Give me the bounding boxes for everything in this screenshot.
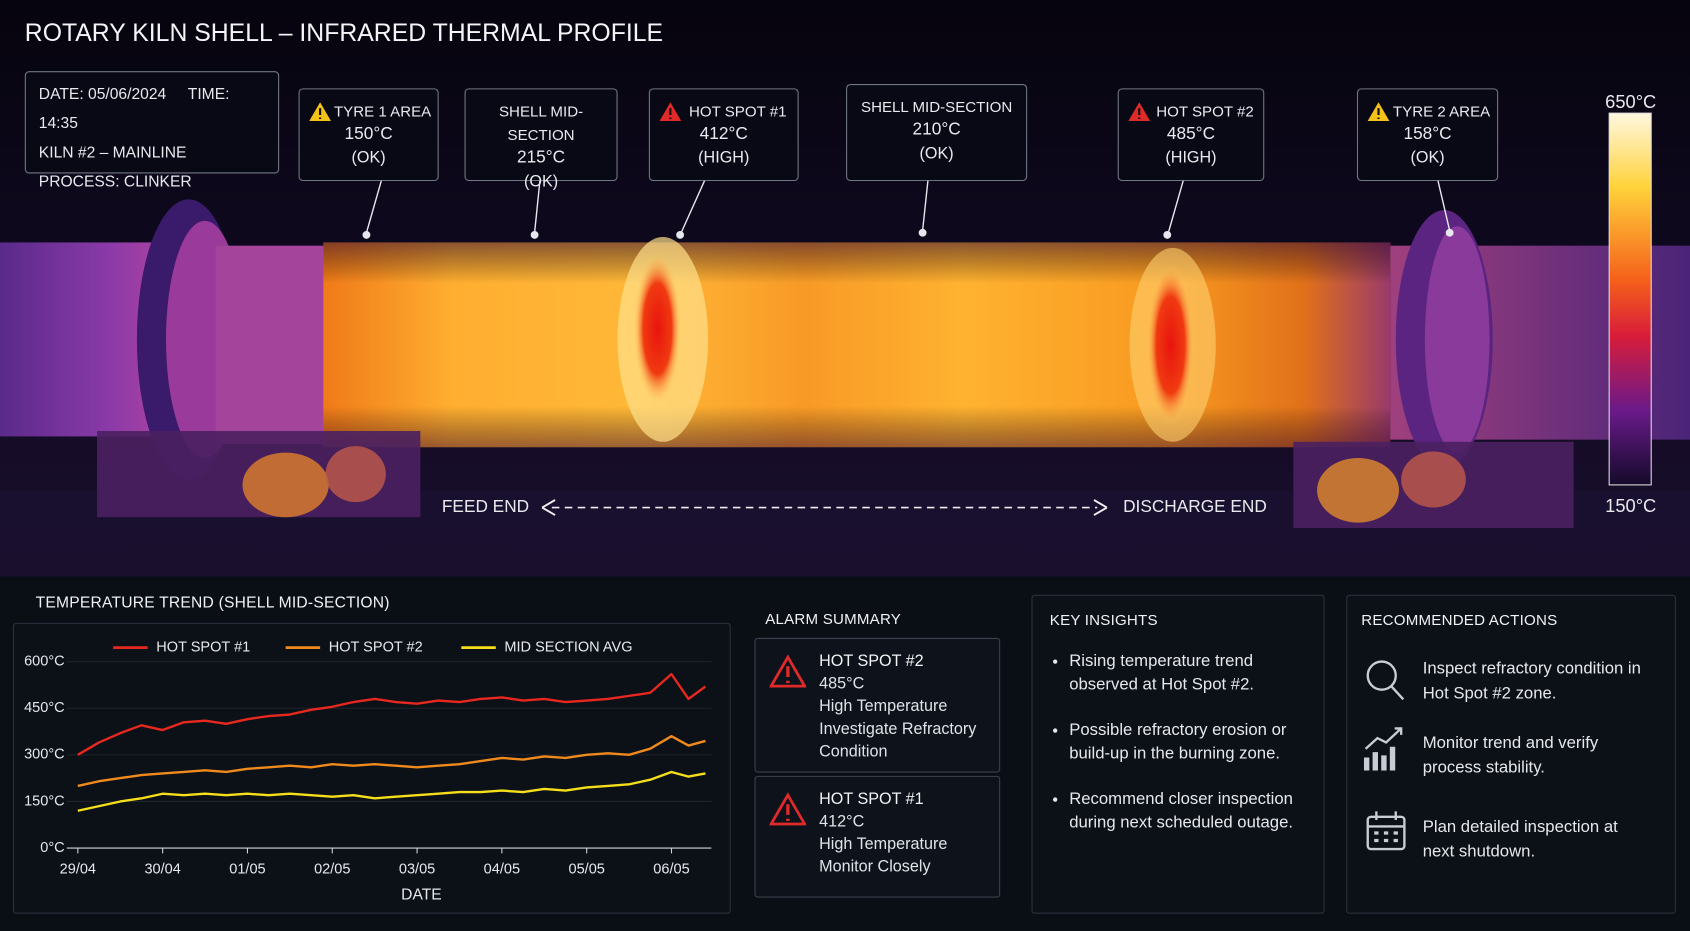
actions-panel: RECOMMENDED ACTIONS Inspect refractory c… (1346, 594, 1676, 914)
alarm-card: HOT SPOT #2 485°C High Temperature Investig… (754, 637, 1001, 773)
callout-status: (OK) (919, 144, 954, 163)
discharge-end-label: DISCHARGE END (1123, 497, 1267, 517)
x-tick-label: 02/05 (314, 861, 350, 877)
callout-head: HOT SPOT #2 (1119, 99, 1263, 123)
y-tick-label: 300°C (24, 747, 65, 763)
callout-label: HOT SPOT #1 (688, 102, 787, 120)
callout: HOT SPOT #1 412°C (HIGH) (648, 88, 799, 182)
callout-head: SHELL MID-SECTION (466, 99, 617, 146)
callout-temp: 150°C (344, 124, 393, 144)
callout-temp: 412°C (699, 124, 748, 144)
alarm-action: Investigate Refractory Condition (819, 719, 977, 761)
x-tick-label: 06/05 (653, 861, 689, 877)
callout-label: SHELL MID-SECTION (498, 102, 584, 144)
callout-label: SHELL MID-SECTION (861, 98, 1013, 116)
action-icons (1363, 660, 1406, 851)
callout-temp: 215°C (516, 148, 566, 168)
insights-panel: KEY INSIGHTS Rising temperature trend ob… (1031, 594, 1325, 914)
info-date: DATE: 05/06/2024 (38, 86, 167, 104)
y-tick-label: 450°C (24, 700, 65, 716)
insights-list: Rising temperature trend observed at Hot… (1050, 650, 1312, 857)
warning-icon (769, 654, 807, 688)
x-tick-label: 04/05 (484, 861, 520, 877)
action-item: Inspect refractory condition in Hot Spot… (1422, 659, 1641, 703)
series-line (77, 734, 706, 788)
alarm-card: HOT SPOT #1 412°C High Temperature Monitor … (754, 775, 1001, 898)
alarm-temp: 412°C (819, 812, 865, 831)
alarm-condition: High Temperature (819, 697, 948, 716)
callout: TYRE 1 AREA 150°C (OK) (298, 88, 439, 182)
callout-temp: 158°C (1403, 124, 1452, 144)
info-time: TIME: 14:35 (38, 86, 230, 133)
page-title: ROTARY KILN SHELL – INFRARED THERMAL PRO… (24, 18, 664, 47)
callout-label: TYRE 2 AREA (1392, 102, 1491, 120)
alarm-action: Monitor Closely (819, 857, 931, 877)
y-tick-label: 600°C (24, 654, 65, 670)
info-kiln: KILN #2 – MAINLINE (38, 144, 187, 162)
callout-temp: 485°C (1166, 124, 1216, 144)
alarm-name: HOT SPOT #1 (819, 789, 924, 809)
callout-label: TYRE 1 AREA (333, 102, 432, 120)
series-line (77, 770, 706, 812)
callout-status: (OK) (523, 172, 559, 191)
feed-end-label: FEED END (441, 497, 530, 517)
actions-title: RECOMMENDED ACTIONS (1361, 610, 1558, 629)
legend-label: MID SECTION AVG (504, 639, 632, 655)
insight-item: Rising temperature trend observed at Hot… (1069, 650, 1312, 697)
callout-head: HOT SPOT #1 (650, 99, 798, 123)
chart-title: TEMPERATURE TREND (SHELL MID-SECTION) (35, 594, 390, 613)
callout: HOT SPOT #2 485°C (HIGH) (1117, 88, 1265, 182)
legend-label: HOT SPOT #2 (329, 639, 423, 655)
insights-title: KEY INSIGHTS (1049, 610, 1158, 629)
x-tick-label: 30/04 (144, 861, 180, 877)
warning-icon (659, 102, 682, 121)
callout-temp: 210°C (912, 120, 961, 140)
callout-status: (HIGH) (698, 148, 750, 168)
warning-icon (1128, 102, 1151, 121)
y-tick-label: 150°C (24, 793, 65, 809)
x-tick-label: 03/05 (399, 861, 435, 877)
legend-label: HOT SPOT #1 (156, 639, 250, 655)
callout: TYRE 2 AREA 158°C (OK) (1356, 88, 1499, 182)
callout-head: SHELL MID-SECTION (847, 95, 1026, 119)
y-tick-label: 0°C (40, 840, 64, 856)
scale-min: 150°C (1605, 495, 1657, 517)
insight-item: Possible refractory erosion or build-up … (1069, 719, 1312, 766)
chart-panel (12, 622, 731, 914)
callout-status: (HIGH) (1165, 148, 1217, 168)
x-axis-label: DATE (401, 887, 441, 904)
scale-max: 650°C (1605, 91, 1657, 113)
alarm-name: HOT SPOT #2 (819, 651, 924, 671)
info-process: PROCESS: CLINKER (38, 173, 192, 191)
x-tick-label: 29/04 (60, 861, 96, 877)
info-box: DATE: 05/06/2024 TIME: 14:35 KILN #2 – MA… (24, 71, 280, 191)
alarm-title: ALARM SUMMARY (765, 609, 902, 628)
callout-status: (OK) (1410, 148, 1445, 168)
callout-head: TYRE 1 AREA (300, 99, 438, 123)
warning-icon (769, 792, 807, 826)
x-tick-label: 01/05 (229, 861, 265, 877)
callout: SHELL MID-SECTION 210°C (OK) (846, 84, 1028, 182)
warning-icon (309, 102, 331, 121)
alarm-temp: 485°C (819, 674, 865, 693)
callout-label: HOT SPOT #2 (1156, 102, 1254, 120)
x-tick-label: 05/05 (568, 861, 604, 877)
action-item: Plan detailed inspection at next shutdow… (1422, 817, 1618, 861)
series-line (77, 672, 707, 756)
callout-head: TYRE 2 AREA (1358, 99, 1497, 123)
warning-icon (1367, 102, 1390, 121)
action-item: Monitor trend and verify process stabili… (1422, 733, 1599, 777)
callout: SHELL MID-SECTION 215°C (OK) (464, 88, 618, 191)
callout-status: (OK) (351, 148, 386, 168)
insight-item: Recommend closer inspection during next … (1069, 788, 1312, 835)
alarm-condition: High Temperature (819, 835, 948, 854)
